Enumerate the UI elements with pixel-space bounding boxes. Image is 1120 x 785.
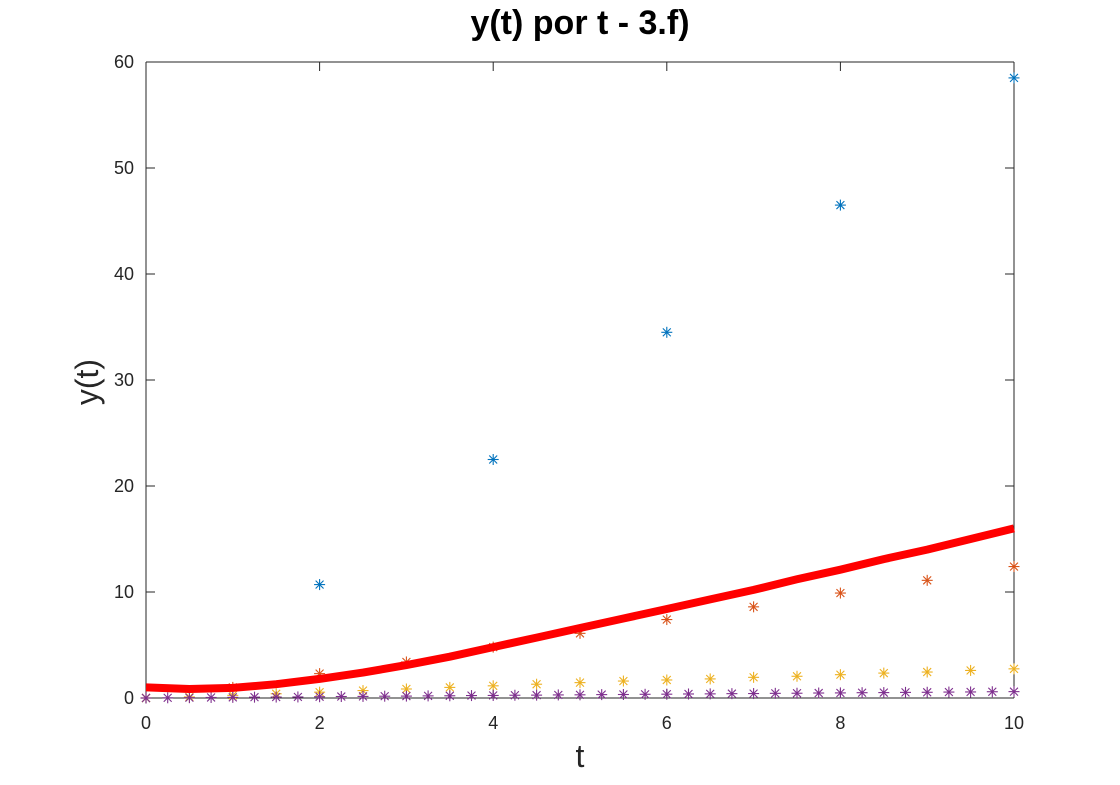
- series3-point: [1008, 663, 1020, 675]
- series4-point: [943, 686, 955, 698]
- series4-point: [726, 688, 738, 700]
- series4-point: [704, 688, 716, 700]
- series4-point: [683, 688, 694, 700]
- series3-point: [748, 671, 760, 683]
- y-axis-label: y(t): [69, 359, 105, 405]
- y-tick-label: 10: [114, 582, 134, 602]
- y-curve-line: [145, 524, 1015, 693]
- series4-point: [270, 691, 282, 703]
- series1-point: [661, 326, 673, 338]
- series3-point: [487, 680, 499, 692]
- series-layer: [140, 72, 1020, 704]
- y-ticks: 0 10 20 30 40 50 60: [114, 52, 1014, 708]
- series3-point: [791, 670, 803, 682]
- series3-point: [574, 677, 586, 689]
- series4-point: [596, 689, 608, 701]
- x-tick-label: 2: [315, 713, 325, 733]
- series4-points: [140, 686, 1020, 704]
- series3-point: [617, 675, 629, 687]
- series4-point: [856, 687, 868, 699]
- series2-point: [748, 601, 760, 613]
- series4-point: [531, 689, 543, 701]
- series4-point: [314, 691, 326, 703]
- series4-point: [661, 688, 673, 700]
- series2-point: [1008, 561, 1020, 573]
- series4-point: [140, 692, 152, 704]
- y-tick-label: 20: [114, 476, 134, 496]
- series4-point: [813, 687, 825, 699]
- series4-point: [834, 687, 846, 699]
- series4-point: [900, 686, 911, 698]
- series4-point: [986, 686, 998, 698]
- x-tick-label: 8: [835, 713, 845, 733]
- series4-point: [466, 690, 477, 702]
- series4-point: [487, 689, 499, 701]
- series3-point: [878, 667, 890, 679]
- y-tick-label: 50: [114, 158, 134, 178]
- series4-point: [921, 686, 933, 698]
- y-tick-label: 0: [124, 688, 134, 708]
- series4-point: [227, 691, 239, 703]
- plot-area: [146, 62, 1014, 698]
- series1-point: [1008, 72, 1020, 84]
- x-tick-label: 0: [141, 713, 151, 733]
- series2-point: [834, 587, 846, 599]
- series4-point: [335, 691, 347, 703]
- x-axis-label: t: [576, 738, 585, 774]
- series4-point: [162, 692, 174, 704]
- series4-point: [292, 691, 304, 703]
- series1-point: [834, 199, 846, 211]
- series3-point: [834, 669, 846, 681]
- x-tick-label: 4: [488, 713, 498, 733]
- x-tick-label: 10: [1004, 713, 1024, 733]
- series4-point: [509, 689, 521, 701]
- series4-point: [574, 689, 586, 701]
- series1-point: [314, 579, 326, 591]
- series3-point: [444, 681, 456, 693]
- series4-point: [748, 688, 760, 700]
- series2-point: [921, 574, 933, 586]
- series3-point: [704, 673, 716, 685]
- series4-point: [552, 689, 564, 701]
- series4-point: [205, 691, 217, 703]
- series4-point: [791, 687, 803, 699]
- series4-point: [965, 686, 977, 698]
- series4-point: [400, 690, 412, 702]
- series1-point: [487, 454, 499, 465]
- y-tick-label: 60: [114, 52, 134, 72]
- series3-point: [661, 674, 673, 686]
- series4-point: [444, 690, 456, 702]
- series4-point: [769, 687, 781, 699]
- chart-title: y(t) por t - 3.f): [470, 4, 689, 42]
- series4-point: [422, 690, 434, 702]
- series4-point: [1008, 686, 1020, 698]
- series3-point: [921, 666, 933, 678]
- series4-point: [639, 688, 651, 700]
- series4-point: [249, 691, 260, 703]
- series3-point: [965, 664, 977, 676]
- y-tick-label: 40: [114, 264, 134, 284]
- series4-point: [617, 689, 629, 701]
- series4-point: [183, 692, 195, 704]
- series4-point: [357, 690, 369, 702]
- x-tick-label: 6: [662, 713, 672, 733]
- series3-point: [531, 678, 543, 690]
- series4-point: [878, 687, 890, 699]
- series4-point: [379, 690, 391, 702]
- y-tick-label: 30: [114, 370, 134, 390]
- series2-point: [661, 614, 673, 626]
